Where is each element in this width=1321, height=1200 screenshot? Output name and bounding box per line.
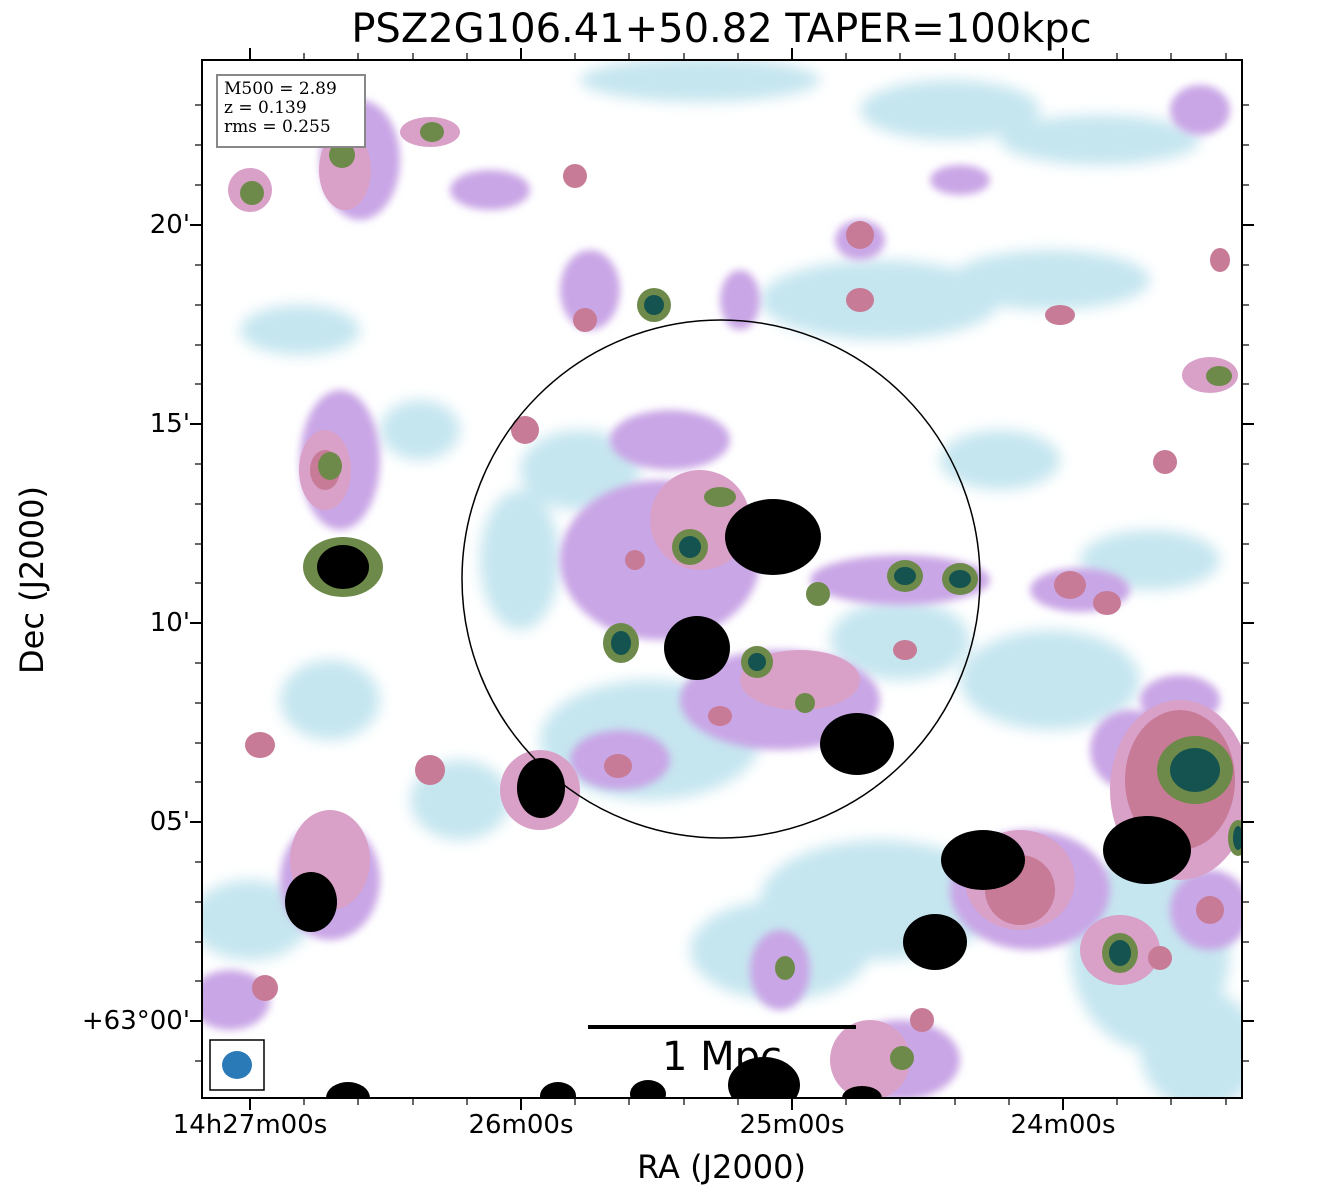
x-axis-label: RA (J2000) — [637, 1148, 806, 1186]
x-tick-label: 26m00s — [468, 1110, 574, 1140]
redshift-label: z = 0.139 — [224, 98, 307, 118]
emission-map — [202, 60, 1242, 1098]
scale-bar-label: 1 Mpc — [661, 1034, 783, 1080]
y-tick-label: 20' — [149, 210, 190, 240]
y-tick-label: 15' — [149, 409, 190, 439]
m500-label: M500 = 2.89 — [224, 79, 337, 99]
r500-circle — [461, 319, 981, 839]
y-tick-label: 05' — [149, 807, 190, 837]
plot-title: PSZ2G106.41+50.82 TAPER=100kpc — [351, 6, 1092, 52]
rms-label: rms = 0.255 — [224, 117, 331, 137]
major-ticks — [190, 48, 1254, 1110]
x-tick-label: 25m00s — [739, 1110, 845, 1140]
minor-ticks — [195, 53, 1249, 1105]
y-tick-label: 10' — [149, 608, 190, 638]
x-tick-label: 24m00s — [1010, 1110, 1116, 1140]
beam-ellipse — [222, 1051, 252, 1079]
y-tick-label: +63°00' — [81, 1006, 190, 1036]
y-axis-label: Dec (J2000) — [13, 486, 51, 674]
x-tick-label: 14h27m00s — [172, 1110, 328, 1140]
info-box: M500 = 2.89 z = 0.139 rms = 0.255 — [216, 74, 366, 148]
